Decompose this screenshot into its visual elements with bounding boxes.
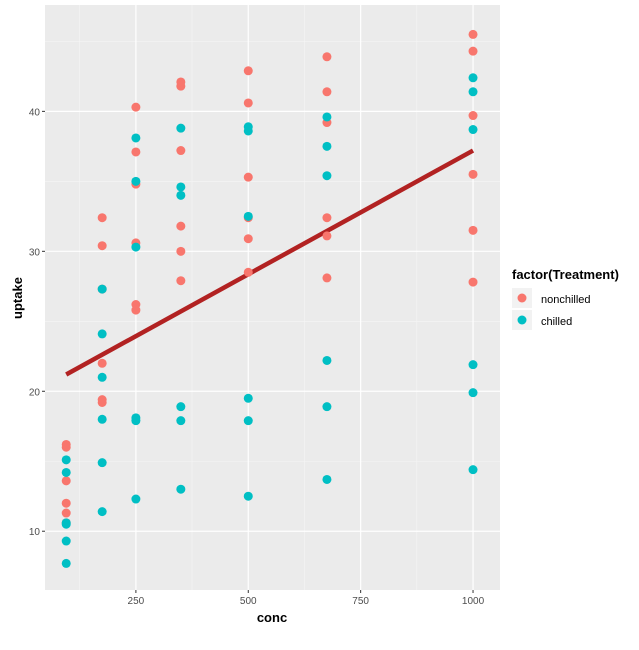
y-tick-label: 10 <box>29 527 41 538</box>
point-chilled <box>61 455 71 465</box>
point-chilled <box>97 329 107 339</box>
point-chilled <box>243 211 253 221</box>
point-nonchilled <box>176 77 186 87</box>
point-chilled <box>322 112 332 122</box>
point-chilled <box>322 355 332 365</box>
point-nonchilled <box>131 305 141 315</box>
y-axis-label: uptake <box>10 277 25 319</box>
point-nonchilled <box>61 476 71 486</box>
point-chilled <box>97 372 107 382</box>
y-tick-label: 40 <box>29 107 41 118</box>
point-chilled <box>97 458 107 468</box>
point-chilled <box>131 133 141 143</box>
point-chilled <box>322 402 332 412</box>
point-chilled <box>176 416 186 426</box>
point-chilled <box>176 484 186 494</box>
point-chilled <box>322 141 332 151</box>
legend-label-chilled: chilled <box>541 316 572 328</box>
point-chilled <box>61 518 71 528</box>
x-tick-label: 250 <box>128 596 145 607</box>
legend: factor(Treatment) nonchilled chilled <box>512 267 619 330</box>
point-nonchilled <box>322 273 332 283</box>
point-chilled <box>468 125 478 135</box>
point-chilled <box>97 507 107 517</box>
point-nonchilled <box>131 102 141 112</box>
point-nonchilled <box>468 169 478 179</box>
point-nonchilled <box>61 508 71 518</box>
point-chilled <box>243 416 253 426</box>
point-nonchilled <box>322 52 332 62</box>
point-nonchilled <box>468 29 478 39</box>
point-nonchilled <box>243 66 253 76</box>
point-chilled <box>131 176 141 186</box>
point-nonchilled <box>61 439 71 449</box>
point-chilled <box>176 402 186 412</box>
point-nonchilled <box>176 221 186 231</box>
point-nonchilled <box>322 213 332 223</box>
point-nonchilled <box>468 225 478 235</box>
y-tick-label: 30 <box>29 247 41 258</box>
point-chilled <box>61 467 71 477</box>
point-chilled <box>176 123 186 133</box>
point-chilled <box>131 242 141 252</box>
point-chilled <box>243 122 253 132</box>
point-nonchilled <box>176 246 186 256</box>
point-chilled <box>468 87 478 97</box>
point-chilled <box>61 536 71 546</box>
point-chilled <box>97 414 107 424</box>
point-nonchilled <box>468 46 478 56</box>
legend-key-chilled <box>517 315 527 325</box>
x-tick-label: 750 <box>352 596 369 607</box>
point-chilled <box>468 360 478 370</box>
point-nonchilled <box>243 172 253 182</box>
point-chilled <box>61 558 71 568</box>
point-chilled <box>243 491 253 501</box>
legend-title: factor(Treatment) <box>512 267 619 282</box>
point-chilled <box>131 416 141 426</box>
point-chilled <box>243 393 253 403</box>
point-nonchilled <box>468 111 478 121</box>
point-chilled <box>468 73 478 83</box>
point-chilled <box>322 171 332 181</box>
point-chilled <box>176 182 186 192</box>
point-nonchilled <box>97 241 107 251</box>
point-chilled <box>97 284 107 294</box>
plot-panel <box>45 5 500 590</box>
legend-label-nonchilled: nonchilled <box>541 294 591 306</box>
point-chilled <box>131 494 141 504</box>
point-nonchilled <box>243 267 253 277</box>
point-nonchilled <box>61 498 71 508</box>
point-nonchilled <box>322 87 332 97</box>
x-tick-label: 1000 <box>462 596 485 607</box>
point-nonchilled <box>176 146 186 156</box>
point-nonchilled <box>322 231 332 241</box>
regression-line <box>65 148 475 377</box>
point-chilled <box>322 474 332 484</box>
legend-key-nonchilled <box>517 293 527 303</box>
x-tick-label: 500 <box>240 596 257 607</box>
point-nonchilled <box>97 395 107 405</box>
x-axis-label: conc <box>257 610 287 625</box>
point-chilled <box>176 190 186 200</box>
point-nonchilled <box>97 213 107 223</box>
y-tick-label: 20 <box>29 387 41 398</box>
point-nonchilled <box>131 147 141 157</box>
point-chilled <box>468 465 478 475</box>
point-nonchilled <box>176 276 186 286</box>
point-nonchilled <box>243 98 253 108</box>
point-chilled <box>468 388 478 398</box>
point-nonchilled <box>243 234 253 244</box>
point-nonchilled <box>468 277 478 287</box>
point-nonchilled <box>97 358 107 368</box>
